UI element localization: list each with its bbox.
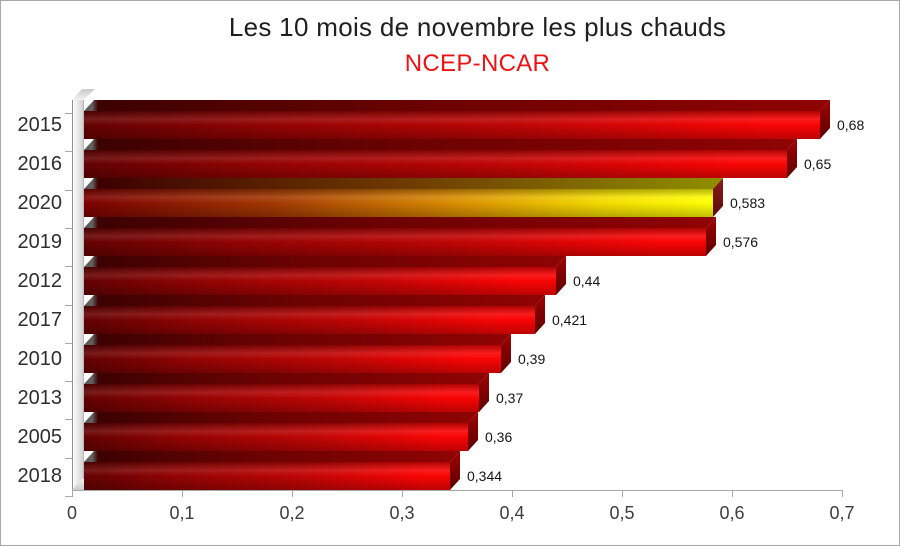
- y-axis-tick: [65, 305, 73, 306]
- bar-top-face: [84, 178, 723, 189]
- x-axis-tick: [842, 490, 843, 497]
- x-tick-label: 0,2: [279, 503, 305, 523]
- category-label: 2005: [17, 426, 63, 448]
- x-tick-label: 0,7: [829, 503, 855, 523]
- bar-top-face: [84, 451, 460, 462]
- axis-wall-top-cap: [72, 89, 95, 100]
- y-axis-tick: [65, 458, 73, 459]
- category-label: 2018: [17, 465, 63, 487]
- x-axis-line: [72, 490, 843, 491]
- bar-value-label: 0,583: [730, 195, 766, 211]
- x-tick-label: 0,1: [169, 503, 195, 523]
- bar-value-label: 0,344: [467, 468, 503, 484]
- bar-front-face: [84, 462, 450, 490]
- bar-end-face: [535, 295, 545, 334]
- bar-value-label: 0,36: [485, 429, 513, 445]
- x-axis-tick: [512, 490, 513, 497]
- bar-front-face: [84, 150, 787, 178]
- bar-end-face: [706, 217, 716, 256]
- bar-end-face: [787, 139, 797, 178]
- x-tick-label: 0,5: [609, 503, 635, 523]
- bar-value-label: 0,39: [518, 351, 546, 367]
- bar-row: [84, 451, 460, 490]
- category-label: 2013: [17, 387, 63, 409]
- bar-end-face: [820, 100, 830, 139]
- y-axis-tick: [65, 266, 73, 267]
- category-label: 2019: [17, 231, 63, 253]
- bar-row: [84, 256, 566, 295]
- chart-subtitle: NCEP-NCAR: [404, 50, 551, 77]
- bar-front-face: [84, 189, 713, 217]
- bar-end-face: [450, 451, 460, 490]
- x-tick-label: 0,6: [719, 503, 745, 523]
- chart-header: Les 10 mois de novembre les plus chauds …: [55, 12, 900, 78]
- axis-wall: [72, 100, 84, 490]
- bar-value-label: 0,421: [552, 312, 588, 328]
- bar-value-label: 0,65: [804, 156, 832, 172]
- category-label: 2017: [17, 309, 63, 331]
- x-tick-label: 0,3: [389, 503, 415, 523]
- bar-top-face: [84, 100, 830, 111]
- bar-row: [84, 412, 478, 451]
- bar-front-face: [84, 423, 468, 451]
- bar-value-label: 0,44: [573, 273, 601, 289]
- y-axis-tick: [65, 190, 73, 191]
- bar-front-face: [84, 345, 501, 373]
- bar-front-face: [84, 111, 820, 139]
- bar-value-label: 0,576: [723, 234, 759, 250]
- y-axis-tick: [65, 151, 73, 152]
- x-axis-tick: [732, 490, 733, 497]
- bar-top-face: [84, 295, 545, 306]
- bar-end-face: [556, 256, 566, 295]
- category-label: 2016: [17, 153, 63, 175]
- x-tick-label: 0: [66, 503, 78, 523]
- bar-front-face: [84, 228, 706, 256]
- bar-value-label: 0,68: [837, 117, 865, 133]
- bar-top-face: [84, 256, 566, 267]
- bar-top-face: [84, 334, 511, 345]
- bar-front-face: [84, 267, 556, 295]
- bar-row: [84, 373, 489, 412]
- category-label: 2012: [17, 270, 63, 292]
- axis-wall-bottom-cap: [72, 479, 95, 490]
- bar-value-label: 0,37: [496, 390, 524, 406]
- bar-top-face: [84, 412, 478, 423]
- bar-row: [84, 139, 797, 178]
- bar-row: [84, 178, 723, 217]
- bar-top-face: [84, 217, 716, 228]
- y-axis-tick: [65, 381, 73, 382]
- x-axis-tick: [182, 490, 183, 497]
- bar-row: [84, 100, 830, 139]
- bar-front-face: [84, 306, 535, 334]
- x-axis-tick: [622, 490, 623, 497]
- x-axis-tick: [292, 490, 293, 497]
- bar-top-face: [84, 139, 797, 150]
- bar-row: [84, 295, 545, 334]
- bar-top-face: [84, 373, 489, 384]
- y-axis-tick: [65, 496, 73, 497]
- y-axis-tick: [65, 113, 73, 114]
- bar-row: [84, 217, 716, 256]
- bar-end-face: [468, 412, 478, 451]
- y-axis-tick: [65, 343, 73, 344]
- x-axis-tick: [402, 490, 403, 497]
- x-axis-tick: [72, 490, 73, 497]
- bar-front-face: [84, 384, 479, 412]
- x-tick-label: 0,4: [499, 503, 525, 523]
- category-label: 2015: [17, 114, 63, 136]
- y-axis-tick: [65, 419, 73, 420]
- category-label: 2010: [17, 348, 63, 370]
- chart-title: Les 10 mois de novembre les plus chauds: [228, 12, 727, 42]
- bar-row: [84, 334, 511, 373]
- bar-end-face: [713, 178, 723, 217]
- bar-end-face: [479, 373, 489, 412]
- category-label: 2020: [17, 192, 63, 214]
- y-axis-tick: [65, 228, 73, 229]
- bar-end-face: [501, 334, 511, 373]
